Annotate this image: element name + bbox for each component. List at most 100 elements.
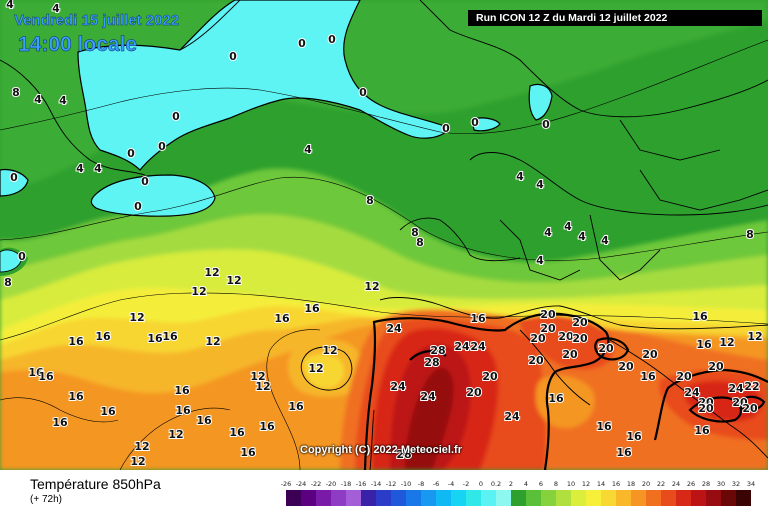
legend-swatch: [481, 490, 496, 506]
isotherm-label: 8: [366, 194, 374, 207]
isotherm-label: 0: [158, 140, 166, 153]
isotherm-label: 20: [618, 360, 634, 373]
isotherm-label: 16: [626, 430, 642, 443]
legend-tick-label: 8: [554, 480, 558, 488]
isotherm-label: 0: [229, 50, 237, 63]
legend-swatch: [646, 490, 661, 506]
legend-tick-label: -24: [296, 480, 307, 488]
legend-swatch: [436, 490, 451, 506]
legend-tick-label: 28: [702, 480, 710, 488]
isotherm-label: 8: [4, 276, 12, 289]
legend-tick-label: 0: [479, 480, 483, 488]
isotherm-label: 4: [59, 94, 67, 107]
legend-tick-label: -8: [418, 480, 424, 488]
legend-swatch: [346, 490, 361, 506]
isotherm-label: 16: [640, 370, 656, 383]
legend-tick-label: 22: [657, 480, 665, 488]
isotherm-label: 12: [130, 455, 145, 468]
isotherm-label: 16: [196, 414, 212, 427]
legend-swatch: [691, 490, 706, 506]
isotherm-label: 0: [134, 200, 142, 213]
legend-swatch: [376, 490, 391, 506]
isotherm-label: 24: [386, 322, 402, 335]
legend-swatch: [586, 490, 601, 506]
isotherm-label: 0: [328, 33, 336, 46]
legend-swatch: [331, 490, 346, 506]
isotherm-label: 20: [540, 322, 556, 335]
isotherm-label: 20: [528, 354, 544, 367]
legend-swatch: [661, 490, 676, 506]
legend-swatch: [451, 490, 466, 506]
isotherm-label: 12: [322, 344, 337, 357]
legend-tick-label: -16: [356, 480, 367, 488]
isotherm-label: 12: [364, 280, 379, 293]
isotherm-label: 4: [564, 220, 572, 233]
isotherm-label: 16: [162, 330, 178, 343]
forecast-time: 14:00 locale: [18, 33, 138, 57]
legend-swatch: [601, 490, 616, 506]
isotherm-label: 0: [442, 122, 450, 135]
isotherm-label: 20: [676, 370, 692, 383]
isotherm-label: 16: [470, 312, 486, 325]
legend-tick-label: -2: [463, 480, 469, 488]
isotherm-label: 0: [172, 110, 180, 123]
isotherm-label: 12: [204, 266, 219, 279]
legend-swatch: [616, 490, 631, 506]
legend-swatch: [406, 490, 421, 506]
legend-swatch: [316, 490, 331, 506]
isotherm-label: 4: [94, 162, 102, 175]
legend-tick-label: -22: [311, 480, 322, 488]
isotherm-label: 16: [616, 446, 632, 459]
legend-swatch: [736, 490, 751, 506]
isotherm-label: 12: [191, 285, 206, 298]
isotherm-label: 12: [719, 336, 734, 349]
isotherm-label: 12: [205, 335, 220, 348]
isotherm-label: 16: [28, 366, 44, 379]
isotherm-label: 0: [127, 147, 135, 160]
isotherm-label: 0: [18, 250, 26, 263]
legend-swatch: [706, 490, 721, 506]
legend-swatch: [721, 490, 736, 506]
isotherm-label: 12: [255, 380, 270, 393]
isotherm-label: 28: [424, 356, 439, 369]
isotherm-label: 16: [304, 302, 320, 315]
legend-tick-label: 26: [687, 480, 695, 488]
legend-swatch: [631, 490, 646, 506]
isotherm-label: 28: [430, 344, 445, 357]
legend-tick-label: 10: [567, 480, 575, 488]
isotherm-label: 20: [732, 396, 748, 409]
isotherm-label: 12: [134, 440, 149, 453]
legend-tick-label: 12: [582, 480, 590, 488]
isotherm-label: 24: [504, 410, 520, 423]
legend-swatch: [286, 490, 301, 506]
isotherm-label: 4: [516, 170, 524, 183]
legend-tick-label: 32: [732, 480, 740, 488]
isotherm-label: 4: [536, 178, 544, 191]
isotherm-label: 12: [250, 370, 265, 383]
isotherm-label: 4: [76, 162, 84, 175]
legend-swatch: [391, 490, 406, 506]
isotherm-label: 16: [692, 310, 708, 323]
legend-swatch: [526, 490, 541, 506]
isotherm-label: 24: [390, 380, 406, 393]
legend-tick-label: -18: [341, 480, 352, 488]
isotherm-label: 20: [558, 330, 574, 343]
isotherm-label: 16: [68, 335, 84, 348]
isotherm-label: 4: [6, 0, 14, 11]
legend-tick-label: 14: [597, 480, 605, 488]
isotherm-label: 24: [454, 340, 470, 353]
isotherm-label: 16: [100, 405, 116, 418]
isotherm-label: 28: [396, 448, 411, 461]
legend-tick-label: -4: [448, 480, 454, 488]
legend-tick-label: 24: [672, 480, 680, 488]
isotherm-label: 4: [601, 234, 609, 247]
legend-tick-label: 18: [627, 480, 635, 488]
legend-tick-label: 0.2: [491, 480, 501, 488]
isotherm-label: 20: [642, 348, 658, 361]
color-legend: -26 -24 -22 -20 -18 -16 -14 -12 -10 -8 -6 -4 -2 0 0.2 2…: [281, 480, 755, 506]
legend-swatch: [466, 490, 481, 506]
legend-swatch: [541, 490, 556, 506]
isotherm-label: 16: [548, 392, 564, 405]
isotherm-label: 16: [240, 446, 256, 459]
